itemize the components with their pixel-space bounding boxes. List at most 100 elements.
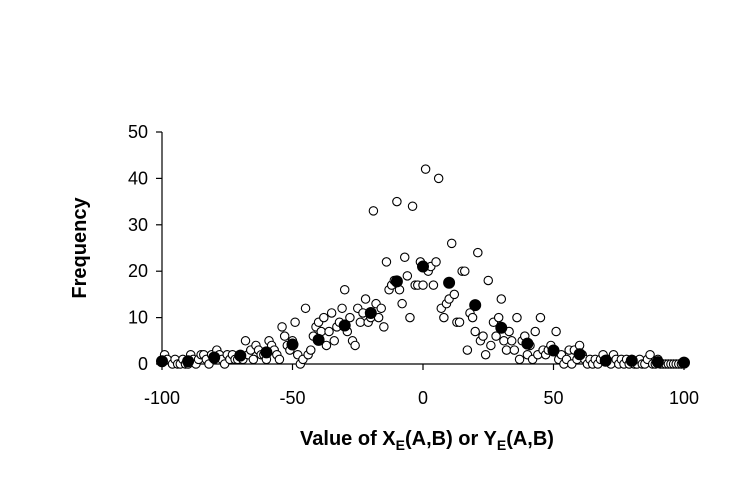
open-data-point xyxy=(439,312,449,323)
x-tick-label: 50 xyxy=(543,388,563,408)
open-data-point xyxy=(499,336,509,346)
filled-data-point xyxy=(625,354,638,367)
open-data-point xyxy=(493,312,504,323)
open-data-point xyxy=(306,345,316,355)
open-data-point xyxy=(420,164,431,174)
filled-data-point xyxy=(651,356,664,369)
open-data-point xyxy=(551,326,561,337)
y-axis-ticks: 0 10 20 30 40 50 xyxy=(128,122,162,374)
open-data-point xyxy=(240,336,251,346)
open-data-point xyxy=(480,349,491,360)
open-data-point xyxy=(279,331,290,341)
open-data-point xyxy=(535,312,546,323)
open-data-point xyxy=(496,294,507,304)
filled-data-point xyxy=(495,321,508,334)
filled-data-point xyxy=(469,299,482,312)
y-tick-label: 10 xyxy=(128,308,148,328)
open-data-point xyxy=(407,201,418,211)
x-axis-title-part: (A,B) or Y xyxy=(405,428,498,450)
filled-data-point xyxy=(417,260,429,273)
open-data-point xyxy=(473,247,483,258)
open-data-point xyxy=(355,317,366,327)
open-data-point xyxy=(449,289,460,300)
filled-data-point xyxy=(234,349,247,362)
filled-data-point xyxy=(364,306,377,319)
open-data-point xyxy=(433,173,444,184)
open-data-point xyxy=(376,303,386,314)
series-filled-circles xyxy=(156,260,690,369)
open-data-point xyxy=(381,257,392,267)
open-data-point xyxy=(478,331,488,341)
open-data-point xyxy=(321,340,332,351)
filled-data-point xyxy=(599,354,612,367)
open-data-point xyxy=(486,340,496,351)
filled-data-point xyxy=(312,333,325,346)
open-data-point xyxy=(399,252,410,263)
filled-data-point xyxy=(338,319,351,332)
filled-data-point xyxy=(286,338,299,351)
x-axis-title-subscript: E xyxy=(497,437,506,453)
open-data-point xyxy=(645,349,655,360)
open-data-point xyxy=(514,354,525,365)
filled-data-point xyxy=(521,337,534,350)
x-tick-label: -50 xyxy=(279,388,305,408)
y-tick-label: 20 xyxy=(128,261,148,281)
x-axis: -100 -50 0 50 100 xyxy=(144,363,699,408)
open-data-point xyxy=(402,271,413,281)
filled-data-point xyxy=(260,346,273,359)
filled-data-point xyxy=(678,356,690,369)
plot-area xyxy=(156,164,690,369)
y-tick-label: 50 xyxy=(128,122,148,142)
y-tick-label: 30 xyxy=(128,215,148,235)
open-data-point xyxy=(462,345,473,355)
open-data-point xyxy=(277,322,287,332)
y-tick-label: 40 xyxy=(128,168,148,188)
open-data-point xyxy=(350,340,360,351)
x-tick-label: 0 xyxy=(418,388,428,408)
filled-data-point xyxy=(208,351,221,364)
open-data-point xyxy=(274,354,285,365)
x-axis-title-part: Value of X xyxy=(300,428,396,450)
open-data-point xyxy=(530,326,540,337)
x-tick-label: 100 xyxy=(669,388,699,408)
open-data-point xyxy=(418,280,428,290)
filled-data-point xyxy=(182,355,195,368)
open-data-point xyxy=(467,312,478,323)
open-data-point xyxy=(360,294,371,304)
open-data-point xyxy=(300,303,311,314)
open-data-point xyxy=(428,280,439,290)
open-data-point xyxy=(454,317,465,327)
open-data-point xyxy=(446,238,457,249)
x-axis-ticks: -100 -50 0 50 100 xyxy=(144,364,699,408)
open-data-point xyxy=(345,312,355,323)
filled-data-point xyxy=(547,344,560,357)
open-data-point xyxy=(337,303,347,314)
open-data-point xyxy=(392,196,402,207)
open-data-point xyxy=(509,345,520,355)
y-tick-label: 0 xyxy=(138,354,148,374)
open-data-point xyxy=(368,206,379,216)
open-data-point xyxy=(329,336,340,346)
x-axis-title: Value of XE(A,B) or YE(A,B) xyxy=(300,428,554,453)
open-data-point xyxy=(460,266,470,276)
x-axis-title-part: (A,B) xyxy=(506,428,554,450)
open-data-point xyxy=(512,312,522,323)
open-data-point xyxy=(470,326,480,337)
filled-data-point xyxy=(156,355,168,368)
y-axis-title: Frequency xyxy=(69,197,91,299)
y-axis: 0 10 20 30 40 50 xyxy=(128,122,163,374)
filled-data-point xyxy=(573,348,586,361)
open-data-point xyxy=(506,336,517,346)
x-axis-title-subscript: E xyxy=(396,437,405,453)
open-data-point xyxy=(379,322,389,332)
open-data-point xyxy=(405,312,415,323)
open-data-point xyxy=(491,331,501,341)
open-data-point xyxy=(483,275,493,286)
open-data-point xyxy=(290,317,300,327)
x-tick-label: -100 xyxy=(144,388,180,408)
open-data-point xyxy=(397,298,407,309)
open-data-point xyxy=(319,312,329,323)
open-data-point xyxy=(501,345,512,355)
filled-data-point xyxy=(390,275,403,288)
